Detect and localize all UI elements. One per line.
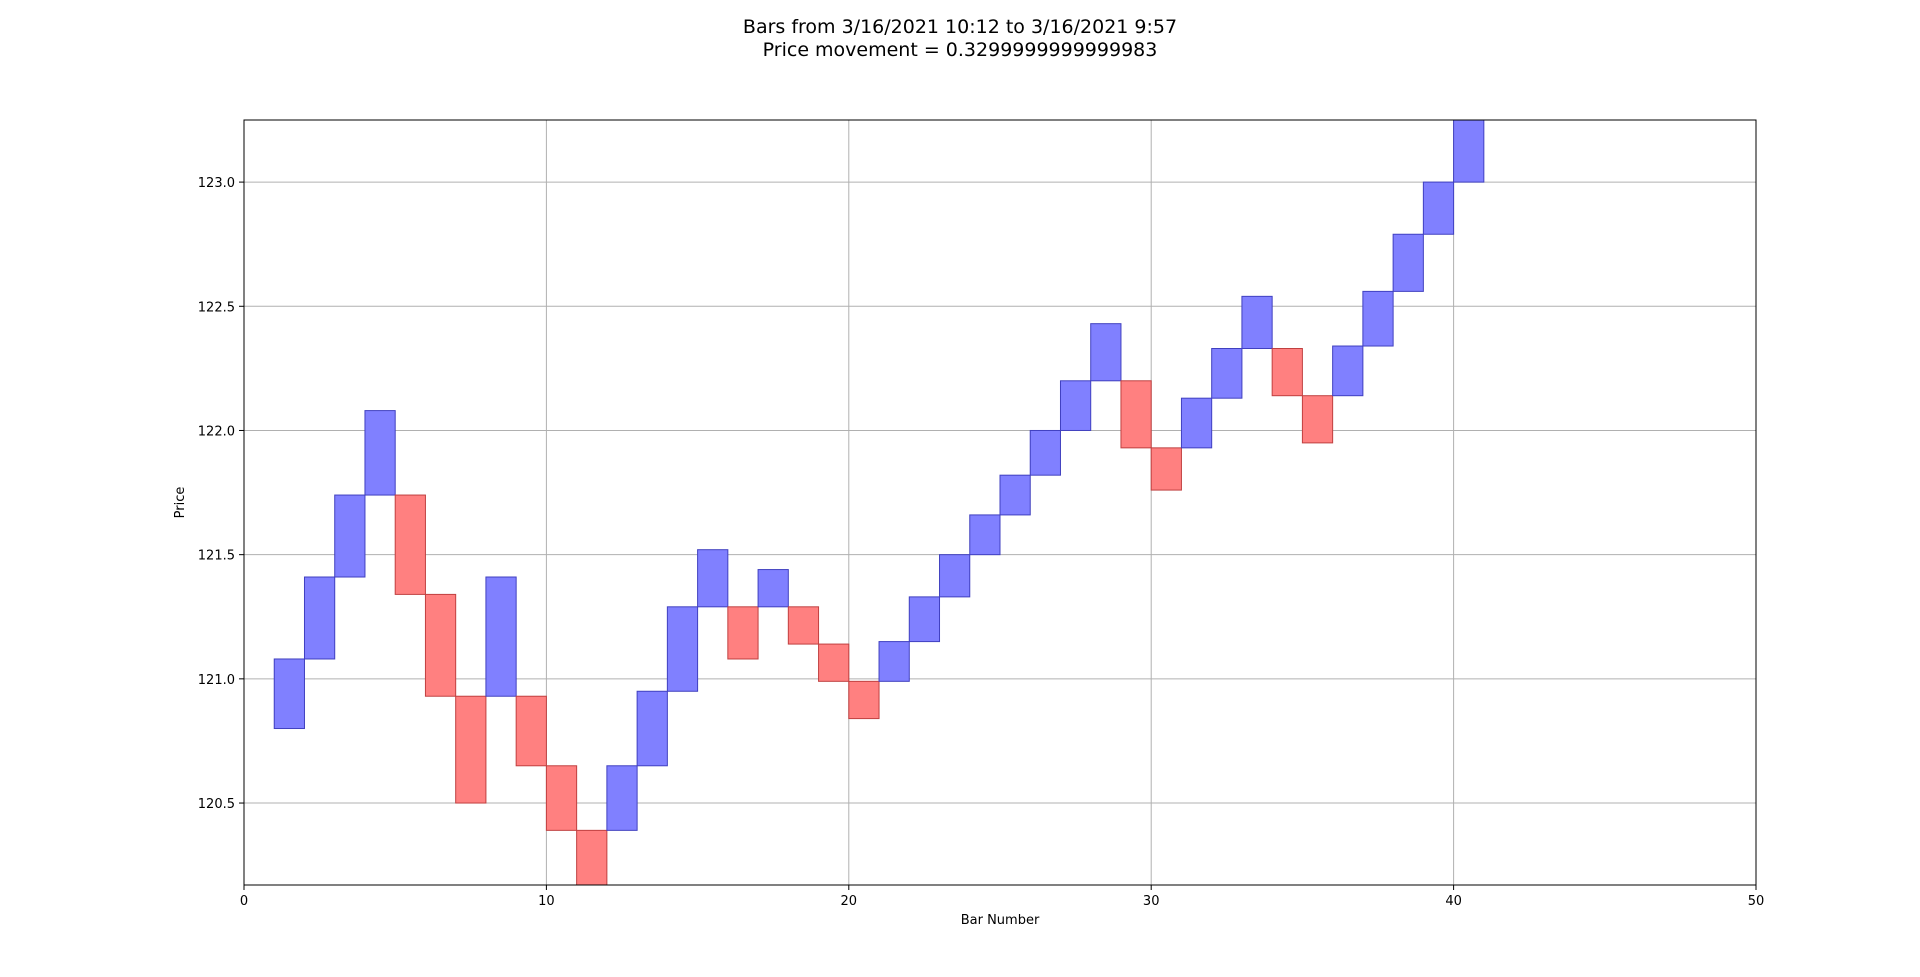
renko-bar-up xyxy=(666,606,699,692)
renko-bar-up xyxy=(273,658,305,730)
renko-bar-up xyxy=(878,641,910,682)
x-axis-label: Bar Number xyxy=(961,913,1040,928)
renko-bar-down xyxy=(787,606,820,645)
plot-frame xyxy=(243,119,1757,886)
renko-bar-down xyxy=(545,765,578,831)
x-tick-label: 50 xyxy=(1748,894,1765,909)
renko-bar-down xyxy=(1120,380,1152,449)
renko-bar-up xyxy=(999,474,1031,516)
y-tick-label: 120.5 xyxy=(198,797,235,812)
renko-bar-up xyxy=(1392,233,1424,292)
renko-bar-up xyxy=(334,494,366,578)
chart-subtitle-line: Price movement = 0.3299999999999983 xyxy=(762,39,1158,61)
renko-bar-up xyxy=(1332,345,1364,397)
x-tick-label: 40 xyxy=(1445,894,1462,909)
renko-bar-up xyxy=(969,514,1001,556)
renko-bar-up xyxy=(364,410,396,496)
renko-bar-up xyxy=(757,569,789,608)
x-tick-label: 10 xyxy=(538,894,555,909)
y-tick-label: 121.0 xyxy=(198,673,235,688)
renko-bar-up xyxy=(636,690,668,767)
y-tick-label: 123.0 xyxy=(198,176,235,191)
renko-bar-up xyxy=(606,765,638,831)
x-tick-label: 20 xyxy=(841,894,858,909)
renko-bar-down xyxy=(818,643,850,682)
x-tick-label: 0 xyxy=(240,894,248,909)
renko-bar-up xyxy=(303,576,336,660)
renko-bar-up xyxy=(1241,295,1273,350)
renko-bar-up xyxy=(1090,323,1122,382)
renko-bar-down xyxy=(576,829,608,886)
renko-bar-up xyxy=(1180,397,1213,449)
renko-bars xyxy=(273,119,1485,886)
renko-bar-up xyxy=(908,596,941,643)
renko-bar-down xyxy=(1301,395,1334,444)
renko-bar-up xyxy=(1362,290,1394,347)
y-tick-label: 122.0 xyxy=(198,424,235,439)
renko-bar-down xyxy=(515,695,547,767)
axis-ticks: 0 10 20 30 40 50 120.5 121.0 121.5 122.0 122.5 123.… xyxy=(198,176,1764,909)
x-tick-label: 30 xyxy=(1143,894,1160,909)
renko-bar-up xyxy=(1422,181,1455,235)
renko-bar-down xyxy=(1271,348,1303,397)
y-tick-label: 121.5 xyxy=(198,549,235,564)
renko-bar-down xyxy=(1150,447,1182,491)
renko-bar-up xyxy=(697,549,729,608)
renko-bar-down xyxy=(727,606,759,660)
renko-bar-up xyxy=(1059,380,1092,431)
renko-bar-up xyxy=(485,576,517,697)
y-axis-label: Price xyxy=(173,487,188,519)
chart-title: Bars from 3/16/2021 10:12 to 3/16/2021 9… xyxy=(0,16,1920,62)
renko-bar-up xyxy=(939,554,971,598)
chart-title-line: Bars from 3/16/2021 10:12 to 3/16/2021 9… xyxy=(742,16,1178,38)
renko-bar-down xyxy=(424,593,457,697)
renko-bar-down xyxy=(394,494,426,595)
y-tick-label: 122.5 xyxy=(198,300,235,315)
renko-bar-down xyxy=(455,695,487,804)
renko-bar-up xyxy=(1029,429,1061,476)
renko-bar-up xyxy=(1211,348,1243,399)
renko-bar-down xyxy=(848,680,880,720)
renko-bar-up xyxy=(1453,119,1485,183)
